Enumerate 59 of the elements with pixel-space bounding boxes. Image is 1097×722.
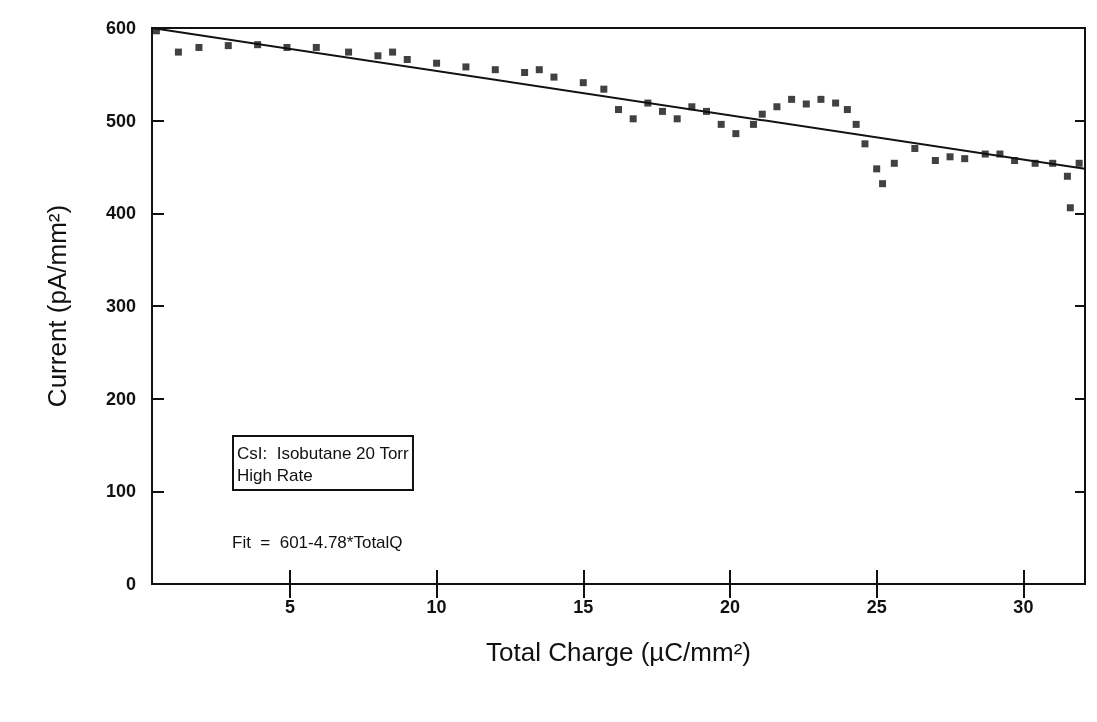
point [773, 103, 781, 111]
point [911, 144, 919, 152]
point [659, 107, 667, 115]
point [345, 48, 353, 56]
point [788, 95, 796, 103]
x-tick-label: 30 [1013, 597, 1034, 617]
point [600, 85, 608, 93]
point [843, 106, 851, 114]
y-tick-label: 400 [105, 203, 136, 224]
point [403, 56, 411, 64]
x-tick-label: 25 [866, 597, 887, 617]
y-tick-label: 200 [105, 388, 136, 409]
point [749, 120, 757, 128]
point [174, 48, 182, 56]
point [852, 120, 860, 128]
point [195, 43, 203, 51]
point [433, 59, 441, 67]
point [312, 43, 320, 51]
point [462, 63, 470, 71]
point [946, 153, 954, 161]
y-tick-label: 0 [125, 574, 136, 594]
x-tick-label: 15 [573, 597, 594, 617]
point [550, 73, 558, 81]
y-axis-title: Current (pA/mm²) [42, 204, 72, 408]
annotation: Fit = 601-4.78*TotalQ [232, 533, 403, 552]
point [717, 120, 725, 128]
point [890, 159, 898, 167]
point [817, 95, 825, 103]
point [802, 100, 810, 108]
point [832, 99, 840, 107]
point [615, 106, 622, 114]
point [1075, 159, 1083, 167]
x-tick-label: 20 [719, 597, 741, 617]
point [931, 157, 939, 165]
point [389, 48, 397, 56]
point [861, 140, 869, 148]
point [374, 52, 382, 60]
x-tick-label: 5 [284, 597, 295, 617]
y-tick-label: 300 [105, 296, 136, 316]
x-axis-title: Total Charge (µC/mm²) [486, 637, 751, 667]
point [491, 66, 499, 74]
point [224, 42, 232, 50]
point [732, 130, 740, 138]
point [879, 180, 887, 188]
annotation: CsI: Isobutane 20 Torr High Rate [237, 443, 410, 485]
point [1066, 204, 1074, 212]
point [961, 155, 969, 163]
point [1063, 172, 1071, 180]
point [758, 110, 766, 118]
point [629, 115, 637, 123]
y-tick-label: 600 [105, 18, 136, 38]
point [673, 115, 681, 123]
x-tick-label: 10 [426, 597, 447, 617]
point [535, 66, 543, 74]
point [521, 68, 529, 76]
point [579, 79, 587, 87]
y-tick-label: 100 [105, 481, 136, 502]
y-tick-label: 500 [105, 110, 136, 131]
point [873, 165, 881, 173]
